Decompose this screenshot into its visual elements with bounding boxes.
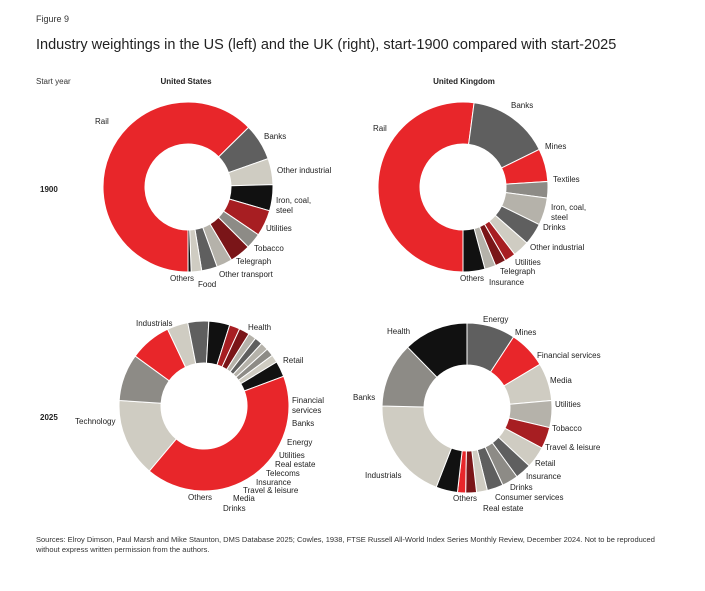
slice-label-others: Others — [453, 494, 477, 503]
slice-label-other-industrial: Other industrial — [530, 243, 584, 252]
slice-label-energy: Energy — [483, 315, 508, 324]
slice-label-utilities: Utilities — [515, 258, 541, 267]
slice-label-tobacco: Tobacco — [254, 244, 284, 253]
slice-label-financial-services: Financial services — [292, 396, 324, 415]
slice-label-travel-leisure: Travel & leisure — [545, 443, 601, 452]
slice-label-mines: Mines — [545, 142, 566, 151]
slice-label-drinks: Drinks — [543, 223, 566, 232]
slice-label-banks: Banks — [511, 101, 533, 110]
slice-label-consumer-services: Consumer services — [495, 493, 563, 502]
donut-united-kingdom-1900: Rail Banks Mines Textiles Iron, coal, steelDr… — [373, 101, 586, 287]
slice-label-utilities: Utilities — [555, 400, 581, 409]
slice-label-media: Media — [233, 494, 255, 503]
slice-label-health: Health — [248, 323, 271, 332]
donut-united-kingdom-2025: Energy Mines Financial services Media Utilit… — [353, 315, 601, 513]
uk-column-header: United Kingdom — [433, 77, 495, 86]
slice-label-mines: Mines — [515, 328, 536, 337]
slice-label-rail: Rail — [373, 124, 387, 133]
slice-label-others: Others — [170, 274, 194, 283]
sources-note: Sources: Elroy Dimson, Paul Marsh and Mi… — [36, 535, 655, 554]
us-column-header: United States — [160, 77, 212, 86]
slice-label-telecoms: Telecoms — [266, 469, 300, 478]
year-label-1900: 1900 — [40, 185, 58, 194]
slice-label-retail: Retail — [535, 459, 556, 468]
slice-label-insurance: Insurance — [256, 478, 292, 487]
slice-label-other-transport: Other transport — [219, 270, 274, 279]
slice-label-industrials: Industrials — [365, 471, 401, 480]
slice-label-telegraph: Telegraph — [500, 267, 535, 276]
slice-label-technology: Technology — [75, 417, 115, 426]
slice-label-rail: Rail — [95, 117, 109, 126]
slice-label-banks: Banks — [353, 393, 375, 402]
slice-label-other-industrial: Other industrial — [277, 166, 331, 175]
figure-number: Figure 9 — [36, 14, 70, 24]
slice-unlabelled — [187, 229, 192, 273]
slice-label-drinks: Drinks — [223, 504, 246, 513]
slice-label-utilities: Utilities — [279, 451, 305, 460]
slice-label-travel-leisure: Travel & leisure — [243, 486, 299, 495]
slice-label-insurance: Insurance — [526, 472, 562, 481]
slice-others — [462, 227, 486, 273]
slice-label-health: Health — [387, 327, 410, 336]
slice-rail — [377, 101, 475, 273]
slice-label-others: Others — [188, 493, 212, 502]
slice-label-industrials: Industrials — [136, 319, 172, 328]
slice-label-iron-coal-steel: Iron, coal, steel — [551, 203, 586, 222]
slice-label-food: Food — [198, 280, 216, 289]
chart-title: Industry weightings in the US (left) and… — [36, 37, 617, 53]
slice-label-retail: Retail — [283, 356, 304, 365]
slice-label-tobacco: Tobacco — [552, 424, 582, 433]
slice-label-iron-coal-steel: Iron, coal, steel — [276, 196, 311, 215]
slice-label-financial-services: Financial services — [537, 351, 601, 360]
slice-label-utilities: Utilities — [266, 224, 292, 233]
slice-label-telegraph: Telegraph — [236, 257, 271, 266]
slice-label-energy: Energy — [287, 438, 312, 447]
slice-label-real-estate: Real estate — [483, 504, 524, 513]
slice-label-others: Others — [460, 274, 484, 283]
donut-united-states-2025: Industrials Health Retail Financial services… — [75, 319, 324, 513]
slice-rail — [102, 101, 250, 273]
slice-label-drinks: Drinks — [510, 483, 533, 492]
slice-technology — [148, 375, 290, 492]
slice-health — [406, 322, 468, 378]
slice-label-real-estate: Real estate — [275, 460, 316, 469]
year-label-2025: 2025 — [40, 413, 58, 422]
slice-label-insurance: Insurance — [489, 278, 525, 287]
slice-label-media: Media — [550, 376, 572, 385]
slice-label-textiles: Textiles — [553, 175, 580, 184]
start-year-header: Start year — [36, 77, 71, 86]
donut-united-states-1900: Rail Banks Other industrial Iron, coal, stee… — [95, 101, 331, 289]
slice-label-banks: Banks — [264, 132, 286, 141]
slice-label-banks: Banks — [292, 419, 314, 428]
